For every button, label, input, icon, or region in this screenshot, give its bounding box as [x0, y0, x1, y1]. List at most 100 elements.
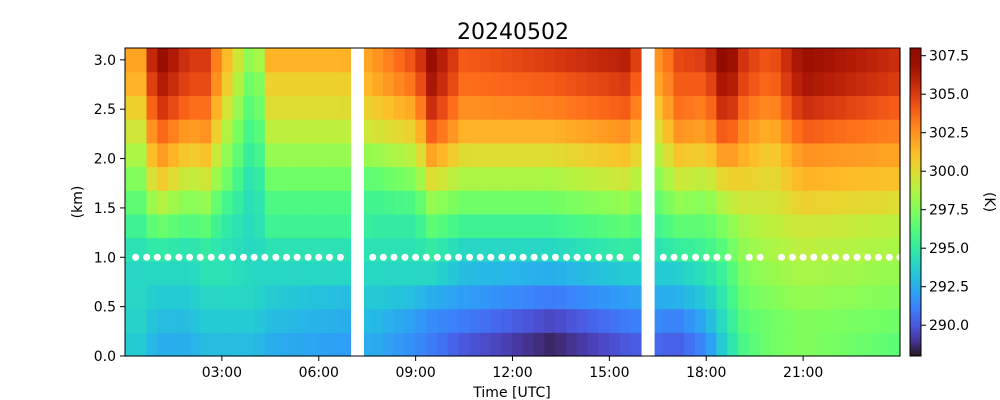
heatmap-cell: [254, 237, 266, 262]
y-axis: 0.0 0.5 1.0 1.5 2.0 2.5 3.0: [94, 53, 125, 365]
heatmap-cell: [598, 237, 610, 262]
heatmap-cell: [619, 119, 631, 144]
heatmap-cell: [737, 284, 750, 310]
heatmap-cell: [630, 237, 642, 262]
heatmap-cell: [372, 284, 384, 310]
heatmap-cell: [189, 332, 201, 357]
heatmap-cell: [512, 261, 524, 286]
marker-point: [874, 253, 882, 261]
marker-point: [573, 253, 581, 261]
heatmap-cell: [286, 237, 298, 262]
heatmap-cell: [770, 332, 782, 357]
heatmap-cell: [705, 237, 718, 262]
heatmap-cell: [544, 284, 556, 310]
heatmap-cell: [565, 261, 578, 286]
heatmap-cell: [866, 308, 879, 333]
heatmap-cell: [802, 190, 814, 215]
heatmap-cell: [705, 71, 718, 96]
heatmap-cell: [705, 119, 718, 144]
heatmap-cell: [426, 95, 438, 120]
heatmap-cell: [135, 213, 148, 239]
heatmap-cell: [555, 166, 567, 191]
heatmap-cell: [479, 166, 492, 191]
heatmap-cell: [856, 237, 868, 262]
heatmap-cell: [275, 119, 287, 144]
heatmap-cell: [845, 308, 857, 333]
heatmap-cell: [372, 213, 384, 239]
heatmap-cell: [673, 213, 685, 239]
heatmap-cell: [834, 71, 847, 96]
heatmap-cell: [178, 308, 191, 333]
heatmap-cell: [254, 95, 266, 120]
heatmap-cell: [318, 332, 330, 357]
heatmap-cell: [243, 119, 255, 144]
heatmap-cell: [813, 48, 825, 73]
heatmap-cell: [340, 166, 352, 191]
heatmap-cell: [673, 190, 685, 215]
heatmap-cell: [791, 71, 804, 96]
heatmap-cell: [705, 48, 718, 73]
heatmap-cell: [307, 261, 320, 286]
heatmap-cell: [576, 308, 588, 333]
heatmap-cell: [576, 166, 588, 191]
heatmap-cell: [232, 48, 244, 73]
heatmap-cell: [684, 237, 696, 262]
heatmap-cell: [254, 284, 266, 310]
heatmap-cell: [135, 284, 148, 310]
heatmap-cell: [146, 166, 158, 191]
marker-point: [745, 253, 753, 261]
heatmap-cell: [716, 166, 728, 191]
heatmap-cell: [264, 284, 277, 310]
heatmap-cell: [329, 119, 341, 144]
heatmap-cell: [888, 119, 900, 144]
heatmap-cell: [770, 166, 782, 191]
heatmap-cell: [813, 142, 825, 168]
heatmap-cell: [297, 48, 309, 73]
heatmap-cell: [211, 166, 223, 191]
heatmap-cell: [522, 332, 535, 357]
heatmap-cell: [748, 142, 761, 168]
heatmap-cell: [189, 95, 201, 120]
heatmap-cell: [856, 166, 868, 191]
heatmap-cell: [866, 166, 879, 191]
heatmap-cell: [845, 237, 857, 262]
marker-point: [692, 253, 700, 261]
heatmap-cell: [694, 213, 707, 239]
heatmap-cell: [490, 190, 502, 215]
heatmap-cell: [501, 308, 513, 333]
heatmap-cell: [780, 261, 793, 286]
heatmap-cell: [318, 71, 330, 96]
heatmap-cell: [318, 48, 330, 73]
heatmap-cell: [694, 166, 707, 191]
heatmap-cell: [823, 142, 836, 168]
x-axis-label: Time [UTC]: [472, 385, 550, 400]
heatmap-cell: [243, 48, 255, 73]
heatmap-cell: [458, 166, 470, 191]
heatmap-cell: [544, 308, 556, 333]
marker-point: [659, 253, 667, 261]
heatmap-cell: [780, 190, 793, 215]
heatmap-cell: [598, 284, 610, 310]
heatmap-cell: [522, 142, 535, 168]
heatmap-cell: [802, 332, 814, 357]
heatmap-cell: [813, 119, 825, 144]
heatmap-cell: [275, 213, 287, 239]
heatmap-cell: [436, 95, 449, 120]
marker-point: [401, 253, 409, 261]
heatmap-cell: [254, 119, 266, 144]
heatmap-cell: [135, 119, 148, 144]
heatmap-cell: [598, 71, 610, 96]
heatmap-cell: [888, 213, 900, 239]
marker-point: [186, 253, 194, 261]
heatmap-cell: [651, 71, 664, 96]
heatmap-cell: [275, 71, 287, 96]
heatmap-cell: [533, 119, 545, 144]
heatmap-cell: [522, 71, 535, 96]
heatmap-cell: [404, 71, 416, 96]
heatmap-cell: [340, 332, 352, 357]
heatmap-cell: [221, 213, 234, 239]
heatmap-cell: [361, 48, 373, 73]
marker-point: [681, 253, 689, 261]
heatmap-cell: [329, 332, 341, 357]
heatmap-cell: [856, 332, 868, 357]
